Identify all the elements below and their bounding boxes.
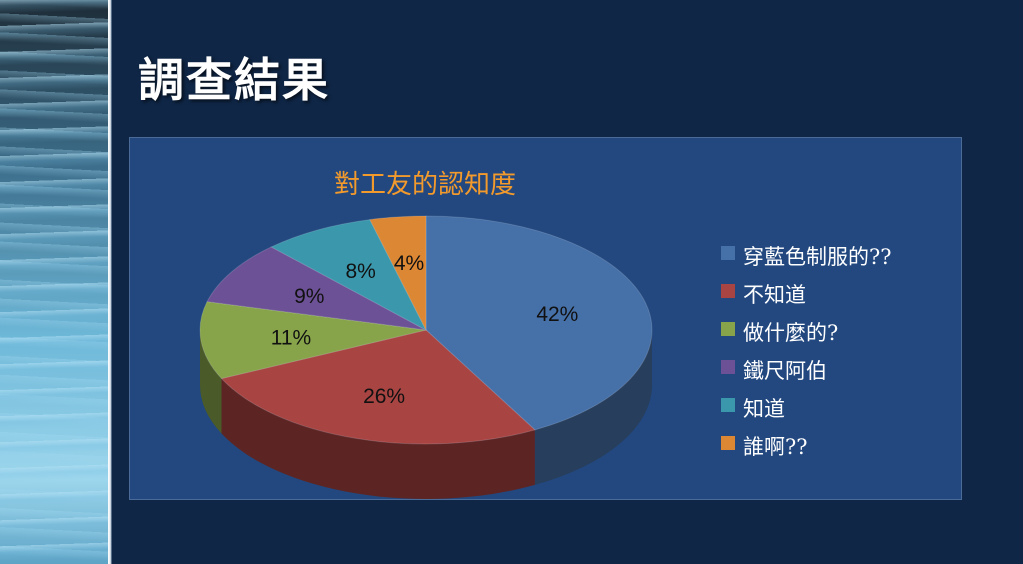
legend-label: 做什麼的? bbox=[743, 321, 839, 345]
legend-label: 知道 bbox=[743, 397, 785, 421]
pie-slice-1 bbox=[220, 329, 536, 445]
legend-swatch bbox=[721, 246, 735, 260]
pie-data-label-2: 11% bbox=[271, 326, 311, 349]
pie-data-label-3: 9% bbox=[294, 285, 324, 308]
legend-item: 做什麼的? bbox=[721, 313, 892, 351]
chart-frame: 對工友的認知度 42% 26% 11% 9% 8% 4% 穿藍色制服的?? 不知道做什麼的?… bbox=[129, 137, 962, 500]
pie-slice-4 bbox=[270, 219, 428, 332]
pie-slice-side-0 bbox=[534, 330, 652, 485]
pie-data-label-1: 26% bbox=[363, 385, 405, 408]
legend-item: 穿藍色制服的?? bbox=[721, 237, 892, 275]
decorative-divider bbox=[108, 0, 112, 564]
legend-label: 穿藍色制服的?? bbox=[743, 245, 892, 269]
pie-slice-side-1 bbox=[221, 378, 535, 499]
pie-sides bbox=[200, 330, 652, 499]
legend-item: 鐵尺阿伯 bbox=[721, 351, 892, 389]
legend-swatch bbox=[721, 360, 735, 374]
legend-swatch bbox=[721, 322, 735, 336]
chart-legend: 穿藍色制服的?? 不知道做什麼的? 鐵尺阿伯知道誰啊?? bbox=[721, 237, 892, 465]
legend-swatch bbox=[721, 436, 735, 450]
pie-slice-3 bbox=[206, 246, 427, 331]
pie-chart: 對工友的認知度 42% 26% 11% 9% 8% 4% bbox=[199, 170, 653, 499]
legend-item: 知道 bbox=[721, 389, 892, 427]
pie-slice-side-2 bbox=[200, 330, 222, 434]
pie-data-label-4: 8% bbox=[345, 260, 375, 283]
pie-data-label-0: 42% bbox=[536, 303, 578, 326]
chart-title: 對工友的認知度 bbox=[334, 170, 516, 200]
pie-slice-0 bbox=[425, 215, 653, 431]
legend-label: 鐵尺阿伯 bbox=[743, 359, 827, 383]
pie-slice-5 bbox=[369, 215, 427, 331]
legend-label: 誰啊?? bbox=[743, 435, 808, 459]
pie-slices bbox=[199, 215, 653, 445]
pie-slice-2 bbox=[199, 301, 427, 380]
slide-title: 調查結果 bbox=[138, 53, 330, 107]
legend-swatch bbox=[721, 284, 735, 298]
pie-data-label-5: 4% bbox=[394, 252, 424, 275]
water-background-image bbox=[0, 0, 110, 564]
legend-swatch bbox=[721, 398, 735, 412]
pie-data-labels: 42% 26% 11% 9% 8% 4% bbox=[271, 252, 579, 408]
legend-label: 不知道 bbox=[743, 283, 806, 307]
legend-item: 誰啊?? bbox=[721, 427, 892, 465]
legend-item: 不知道 bbox=[721, 275, 892, 313]
